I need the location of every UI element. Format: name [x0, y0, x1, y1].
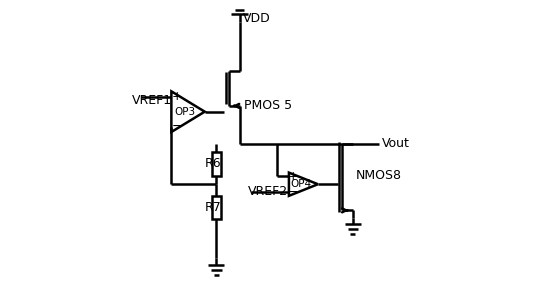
Text: −: −: [288, 185, 299, 199]
Text: +: +: [171, 90, 182, 103]
Bar: [212, 152, 220, 176]
Text: Vout: Vout: [382, 137, 409, 150]
Text: PMOS 5: PMOS 5: [244, 99, 292, 113]
Text: NMOS8: NMOS8: [356, 169, 402, 182]
Text: −: −: [172, 120, 182, 133]
Text: OP4: OP4: [291, 179, 312, 189]
Text: R7: R7: [205, 201, 222, 214]
Text: +: +: [288, 170, 299, 183]
Text: VREF1: VREF1: [132, 93, 172, 107]
Text: R6: R6: [205, 157, 222, 171]
Text: VREF2: VREF2: [248, 185, 288, 198]
Text: OP3: OP3: [175, 107, 195, 117]
Text: VDD: VDD: [243, 12, 270, 25]
Bar: [212, 196, 220, 219]
